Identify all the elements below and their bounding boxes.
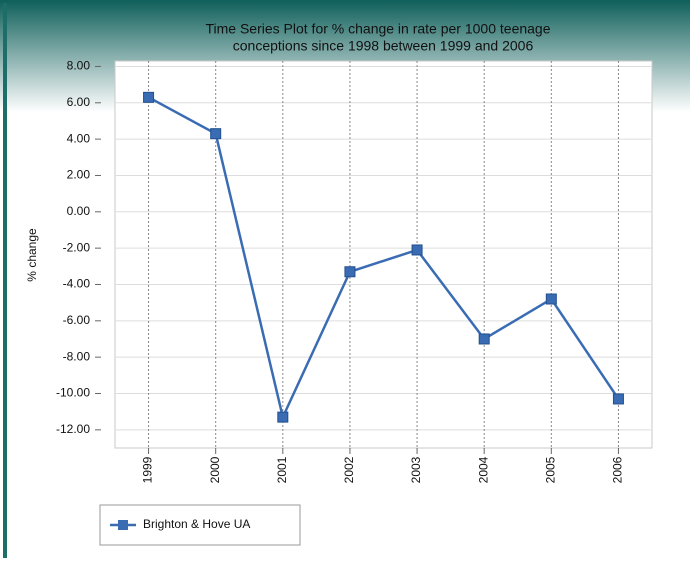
marker — [210, 128, 222, 140]
y-tick-label: -8.00 — [63, 349, 91, 363]
left-border — [3, 3, 7, 558]
marker — [478, 333, 490, 345]
marker — [612, 393, 624, 405]
y-tick-label: -10.00 — [56, 386, 90, 400]
x-tick-label: 2000 — [208, 456, 222, 483]
x-tick-label: 2005 — [543, 456, 557, 483]
y-tick-label: -2.00 — [63, 240, 91, 254]
x-tick-label: 2003 — [409, 456, 423, 483]
y-tick-label: 2.00 — [67, 168, 91, 182]
legend-marker — [118, 520, 128, 530]
y-tick-label: 8.00 — [67, 59, 91, 73]
y-axis-label: % change — [25, 228, 39, 282]
legend-label: Brighton & Hove UA — [143, 517, 250, 531]
marker — [143, 91, 155, 103]
y-tick-label: 6.00 — [67, 95, 91, 109]
marker — [411, 244, 423, 256]
marker — [277, 411, 289, 423]
y-tick-label: -12.00 — [56, 422, 90, 436]
marker — [344, 266, 356, 278]
x-tick-label: 1999 — [141, 456, 155, 483]
x-tick-label: 2004 — [476, 456, 490, 483]
marker — [545, 293, 557, 305]
y-tick-label: -4.00 — [63, 277, 91, 291]
x-tick-label: 2006 — [611, 456, 625, 483]
y-tick-label: 0.00 — [67, 204, 91, 218]
y-tick-label: 4.00 — [67, 131, 91, 145]
chart-title: conceptions since 1998 between 1999 and … — [233, 38, 534, 54]
x-tick-label: 2001 — [275, 456, 289, 483]
x-tick-label: 2002 — [342, 456, 356, 483]
y-tick-label: -6.00 — [63, 313, 91, 327]
line — [147, 96, 620, 421]
plot-area — [114, 60, 653, 449]
chart-title: Time Series Plot for % change in rate pe… — [205, 21, 550, 37]
